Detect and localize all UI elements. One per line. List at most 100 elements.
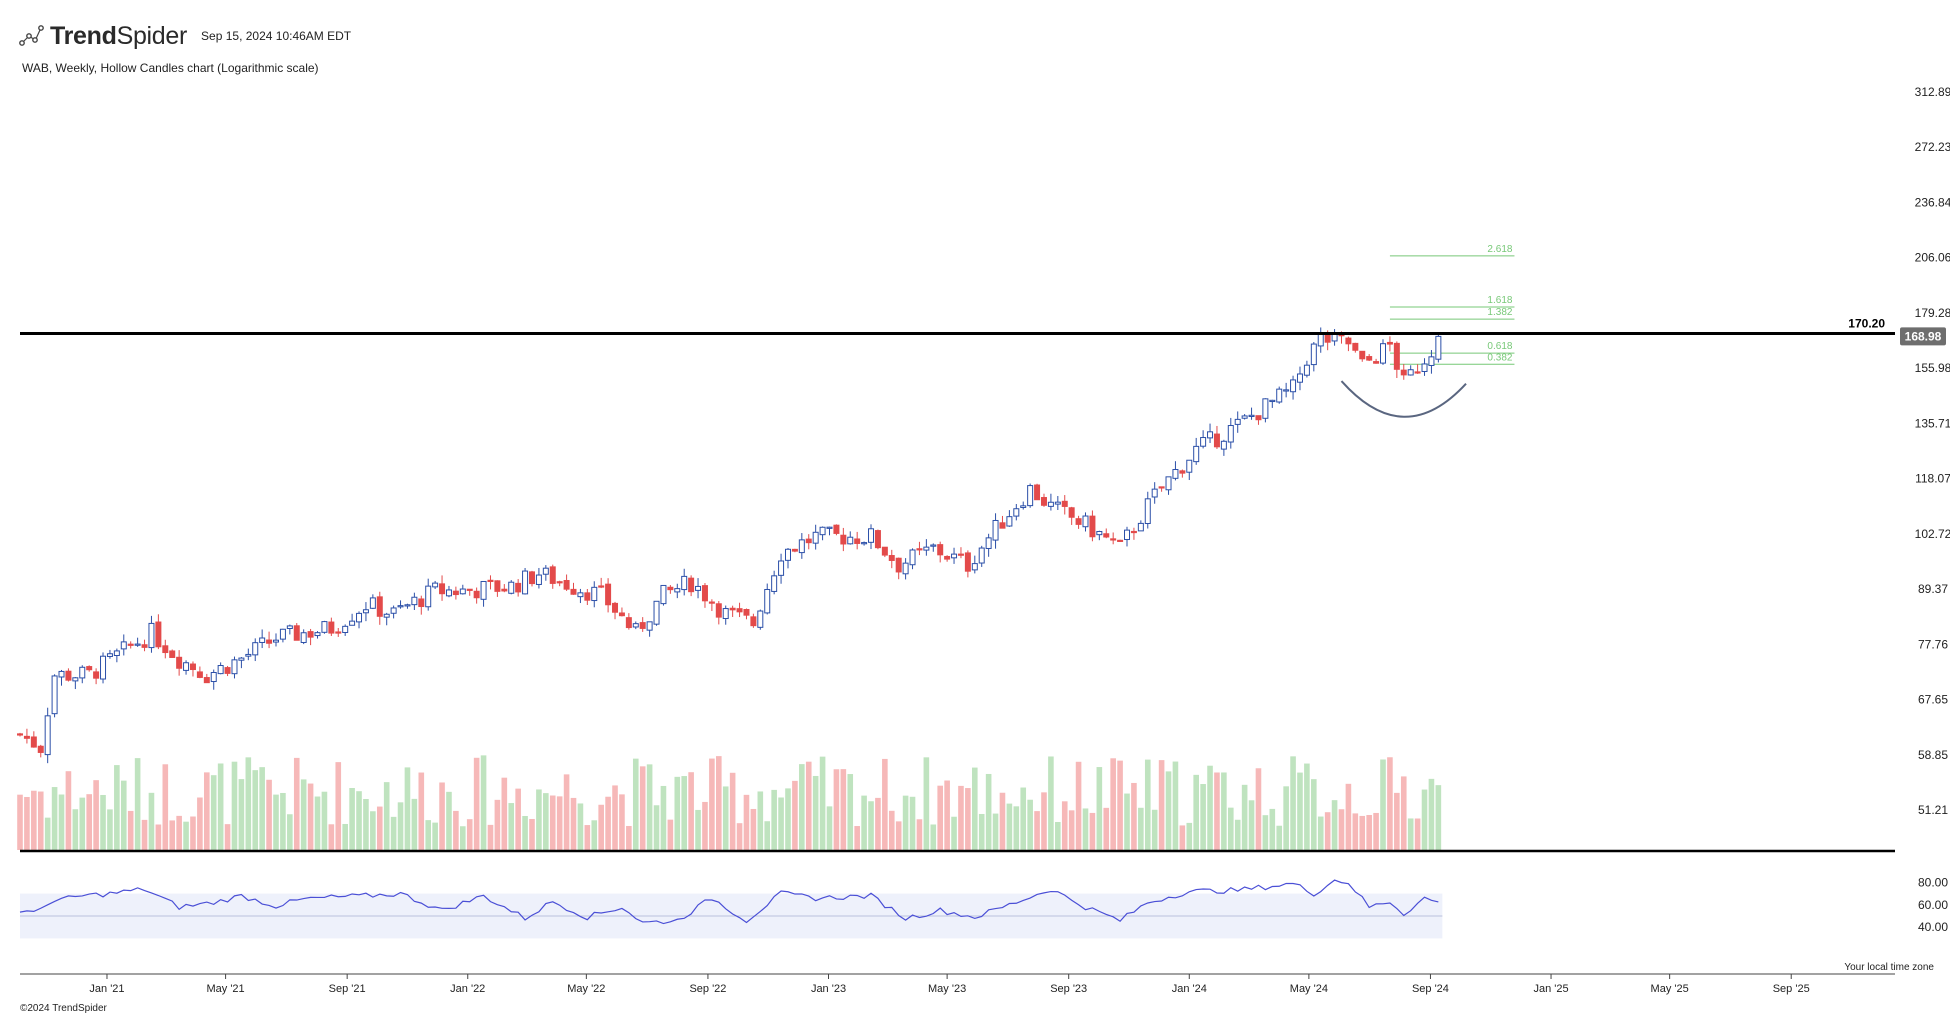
price-axis-tick: 155.98 xyxy=(1915,361,1950,375)
volume-bar xyxy=(120,780,127,850)
volume-bar xyxy=(1186,822,1193,850)
candle-body xyxy=(252,642,259,656)
volume-bar xyxy=(826,806,833,850)
candle-body xyxy=(923,546,930,551)
volume-bar xyxy=(197,797,203,850)
rsi-axis-tick: 80.00 xyxy=(1918,875,1948,889)
volume-bar xyxy=(598,804,604,850)
volume-bar xyxy=(460,826,466,850)
volume-bar xyxy=(722,786,729,850)
candle-body xyxy=(674,588,681,593)
volume-bar xyxy=(1089,812,1096,850)
volume-bar xyxy=(328,824,335,850)
candle-body xyxy=(286,625,293,630)
candle-body xyxy=(411,596,418,606)
volume-bar xyxy=(72,809,79,850)
volume-bar xyxy=(667,819,674,850)
candle-body xyxy=(653,600,660,625)
volume-bar xyxy=(93,780,99,850)
volume-bar xyxy=(944,780,950,850)
candle-body xyxy=(1200,437,1207,447)
candle-body xyxy=(189,663,196,671)
volume-bar xyxy=(1041,792,1047,850)
volume-bar xyxy=(127,810,134,850)
candle-body xyxy=(1151,488,1158,498)
candle-body xyxy=(729,607,736,611)
volume-bar xyxy=(799,764,805,850)
candle-body xyxy=(708,601,715,604)
candle-body xyxy=(819,526,826,536)
candle-body xyxy=(224,667,231,674)
candle-body xyxy=(1255,415,1262,421)
volume-bar xyxy=(1179,825,1186,850)
candle-body xyxy=(784,548,791,561)
candle-body xyxy=(1110,538,1117,541)
candle-body xyxy=(625,617,632,629)
x-axis-tick-label: Sep '25 xyxy=(1773,983,1810,995)
volume-bar xyxy=(861,795,867,850)
volume-bar xyxy=(287,814,293,850)
candle-body xyxy=(134,643,141,646)
brand-name: TrendSpider xyxy=(50,22,187,51)
candle-body xyxy=(1345,337,1352,345)
volume-bar xyxy=(674,776,681,850)
candle-body xyxy=(535,574,542,585)
volume-bar xyxy=(750,808,757,850)
volume-bar xyxy=(273,794,279,850)
volume-bar xyxy=(169,820,176,850)
candle-body xyxy=(771,575,778,592)
volume-bar xyxy=(1034,811,1040,850)
volume-bar xyxy=(183,821,189,850)
volume-bar xyxy=(383,782,390,850)
volume-bar xyxy=(1366,814,1372,850)
volume-bar xyxy=(51,787,58,850)
volume-bar xyxy=(1359,815,1366,850)
volume-bar xyxy=(217,763,224,850)
volume-bar xyxy=(439,782,445,850)
volume-bar xyxy=(1020,787,1027,850)
volume-bar xyxy=(141,819,148,850)
candle-body xyxy=(584,592,591,601)
candle-body xyxy=(888,555,895,561)
volume-bar xyxy=(1407,818,1414,850)
candle-body xyxy=(1317,333,1324,347)
volume-bar xyxy=(695,809,701,850)
price-axis-tick: 77.76 xyxy=(1918,637,1948,651)
volume-bar xyxy=(812,775,819,850)
candle-body xyxy=(321,621,328,633)
last-price-badge xyxy=(1900,327,1946,346)
volume-bar xyxy=(1311,779,1317,850)
volume-bar xyxy=(992,813,999,850)
volume-bar xyxy=(31,790,37,850)
volume-bar xyxy=(411,798,418,850)
candle-body xyxy=(778,560,785,576)
candle-body xyxy=(1075,518,1082,525)
candle-body xyxy=(279,628,286,640)
volume-bar xyxy=(805,761,812,850)
candle-body xyxy=(618,612,625,617)
candle-body xyxy=(335,631,342,634)
volume-bar xyxy=(280,792,286,850)
volume-bar xyxy=(446,791,452,850)
candle-body xyxy=(432,582,439,588)
volume-bar xyxy=(1027,799,1033,850)
volume-bar xyxy=(114,765,120,850)
candle-body xyxy=(176,656,183,669)
volume-bar xyxy=(819,756,826,850)
candle-body xyxy=(1144,498,1151,525)
volume-bar xyxy=(453,810,459,850)
rsi-panel xyxy=(19,879,1439,925)
candle-body xyxy=(722,608,729,620)
candle-body xyxy=(1290,379,1297,393)
volume-bar xyxy=(1055,821,1061,850)
volume-bar xyxy=(1269,808,1276,850)
candle-body xyxy=(660,584,667,605)
volume-bar xyxy=(1158,760,1165,850)
candle-body xyxy=(812,531,819,544)
candle-body xyxy=(563,580,570,590)
volume-bar xyxy=(17,794,23,850)
candle-body xyxy=(847,536,854,545)
price-axis-tick: 135.71 xyxy=(1915,416,1950,430)
